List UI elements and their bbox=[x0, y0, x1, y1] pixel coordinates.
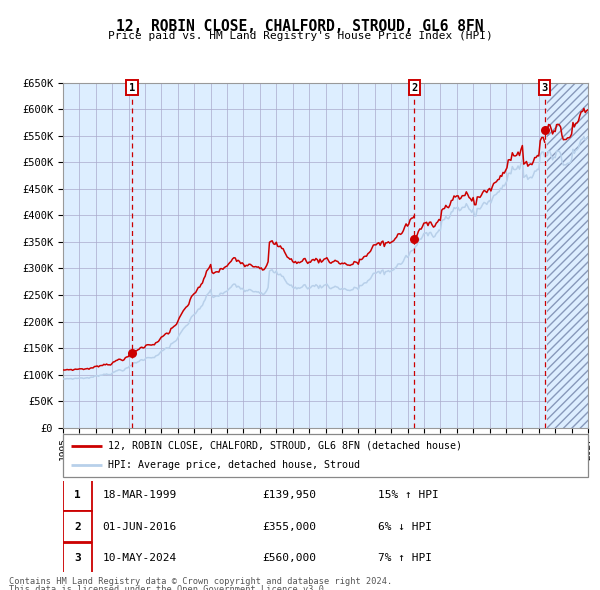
Text: Contains HM Land Registry data © Crown copyright and database right 2024.: Contains HM Land Registry data © Crown c… bbox=[9, 577, 392, 586]
Bar bbox=[63, 543, 92, 573]
Text: 18-MAR-1999: 18-MAR-1999 bbox=[103, 490, 176, 500]
Text: This data is licensed under the Open Government Licence v3.0.: This data is licensed under the Open Gov… bbox=[9, 585, 329, 590]
Bar bbox=[63, 512, 92, 542]
Text: 3: 3 bbox=[542, 83, 548, 93]
Text: 01-JUN-2016: 01-JUN-2016 bbox=[103, 522, 176, 532]
Text: £139,950: £139,950 bbox=[263, 490, 317, 500]
Text: 10-MAY-2024: 10-MAY-2024 bbox=[103, 553, 176, 563]
Text: 7% ↑ HPI: 7% ↑ HPI bbox=[378, 553, 432, 563]
Text: 12, ROBIN CLOSE, CHALFORD, STROUD, GL6 8FN: 12, ROBIN CLOSE, CHALFORD, STROUD, GL6 8… bbox=[116, 19, 484, 34]
Text: 6% ↓ HPI: 6% ↓ HPI bbox=[378, 522, 432, 532]
Text: 1: 1 bbox=[74, 490, 81, 500]
Text: 15% ↑ HPI: 15% ↑ HPI bbox=[378, 490, 439, 500]
Text: 2: 2 bbox=[411, 83, 418, 93]
Text: HPI: Average price, detached house, Stroud: HPI: Average price, detached house, Stro… bbox=[107, 460, 359, 470]
Bar bbox=[547, 83, 588, 428]
Text: 2: 2 bbox=[74, 522, 81, 532]
Bar bbox=[547, 83, 588, 428]
Text: 3: 3 bbox=[74, 553, 81, 563]
Text: 12, ROBIN CLOSE, CHALFORD, STROUD, GL6 8FN (detached house): 12, ROBIN CLOSE, CHALFORD, STROUD, GL6 8… bbox=[107, 441, 461, 451]
Text: 1: 1 bbox=[129, 83, 135, 93]
Text: £355,000: £355,000 bbox=[263, 522, 317, 532]
Bar bbox=[63, 480, 92, 510]
Text: £560,000: £560,000 bbox=[263, 553, 317, 563]
Text: Price paid vs. HM Land Registry's House Price Index (HPI): Price paid vs. HM Land Registry's House … bbox=[107, 31, 493, 41]
